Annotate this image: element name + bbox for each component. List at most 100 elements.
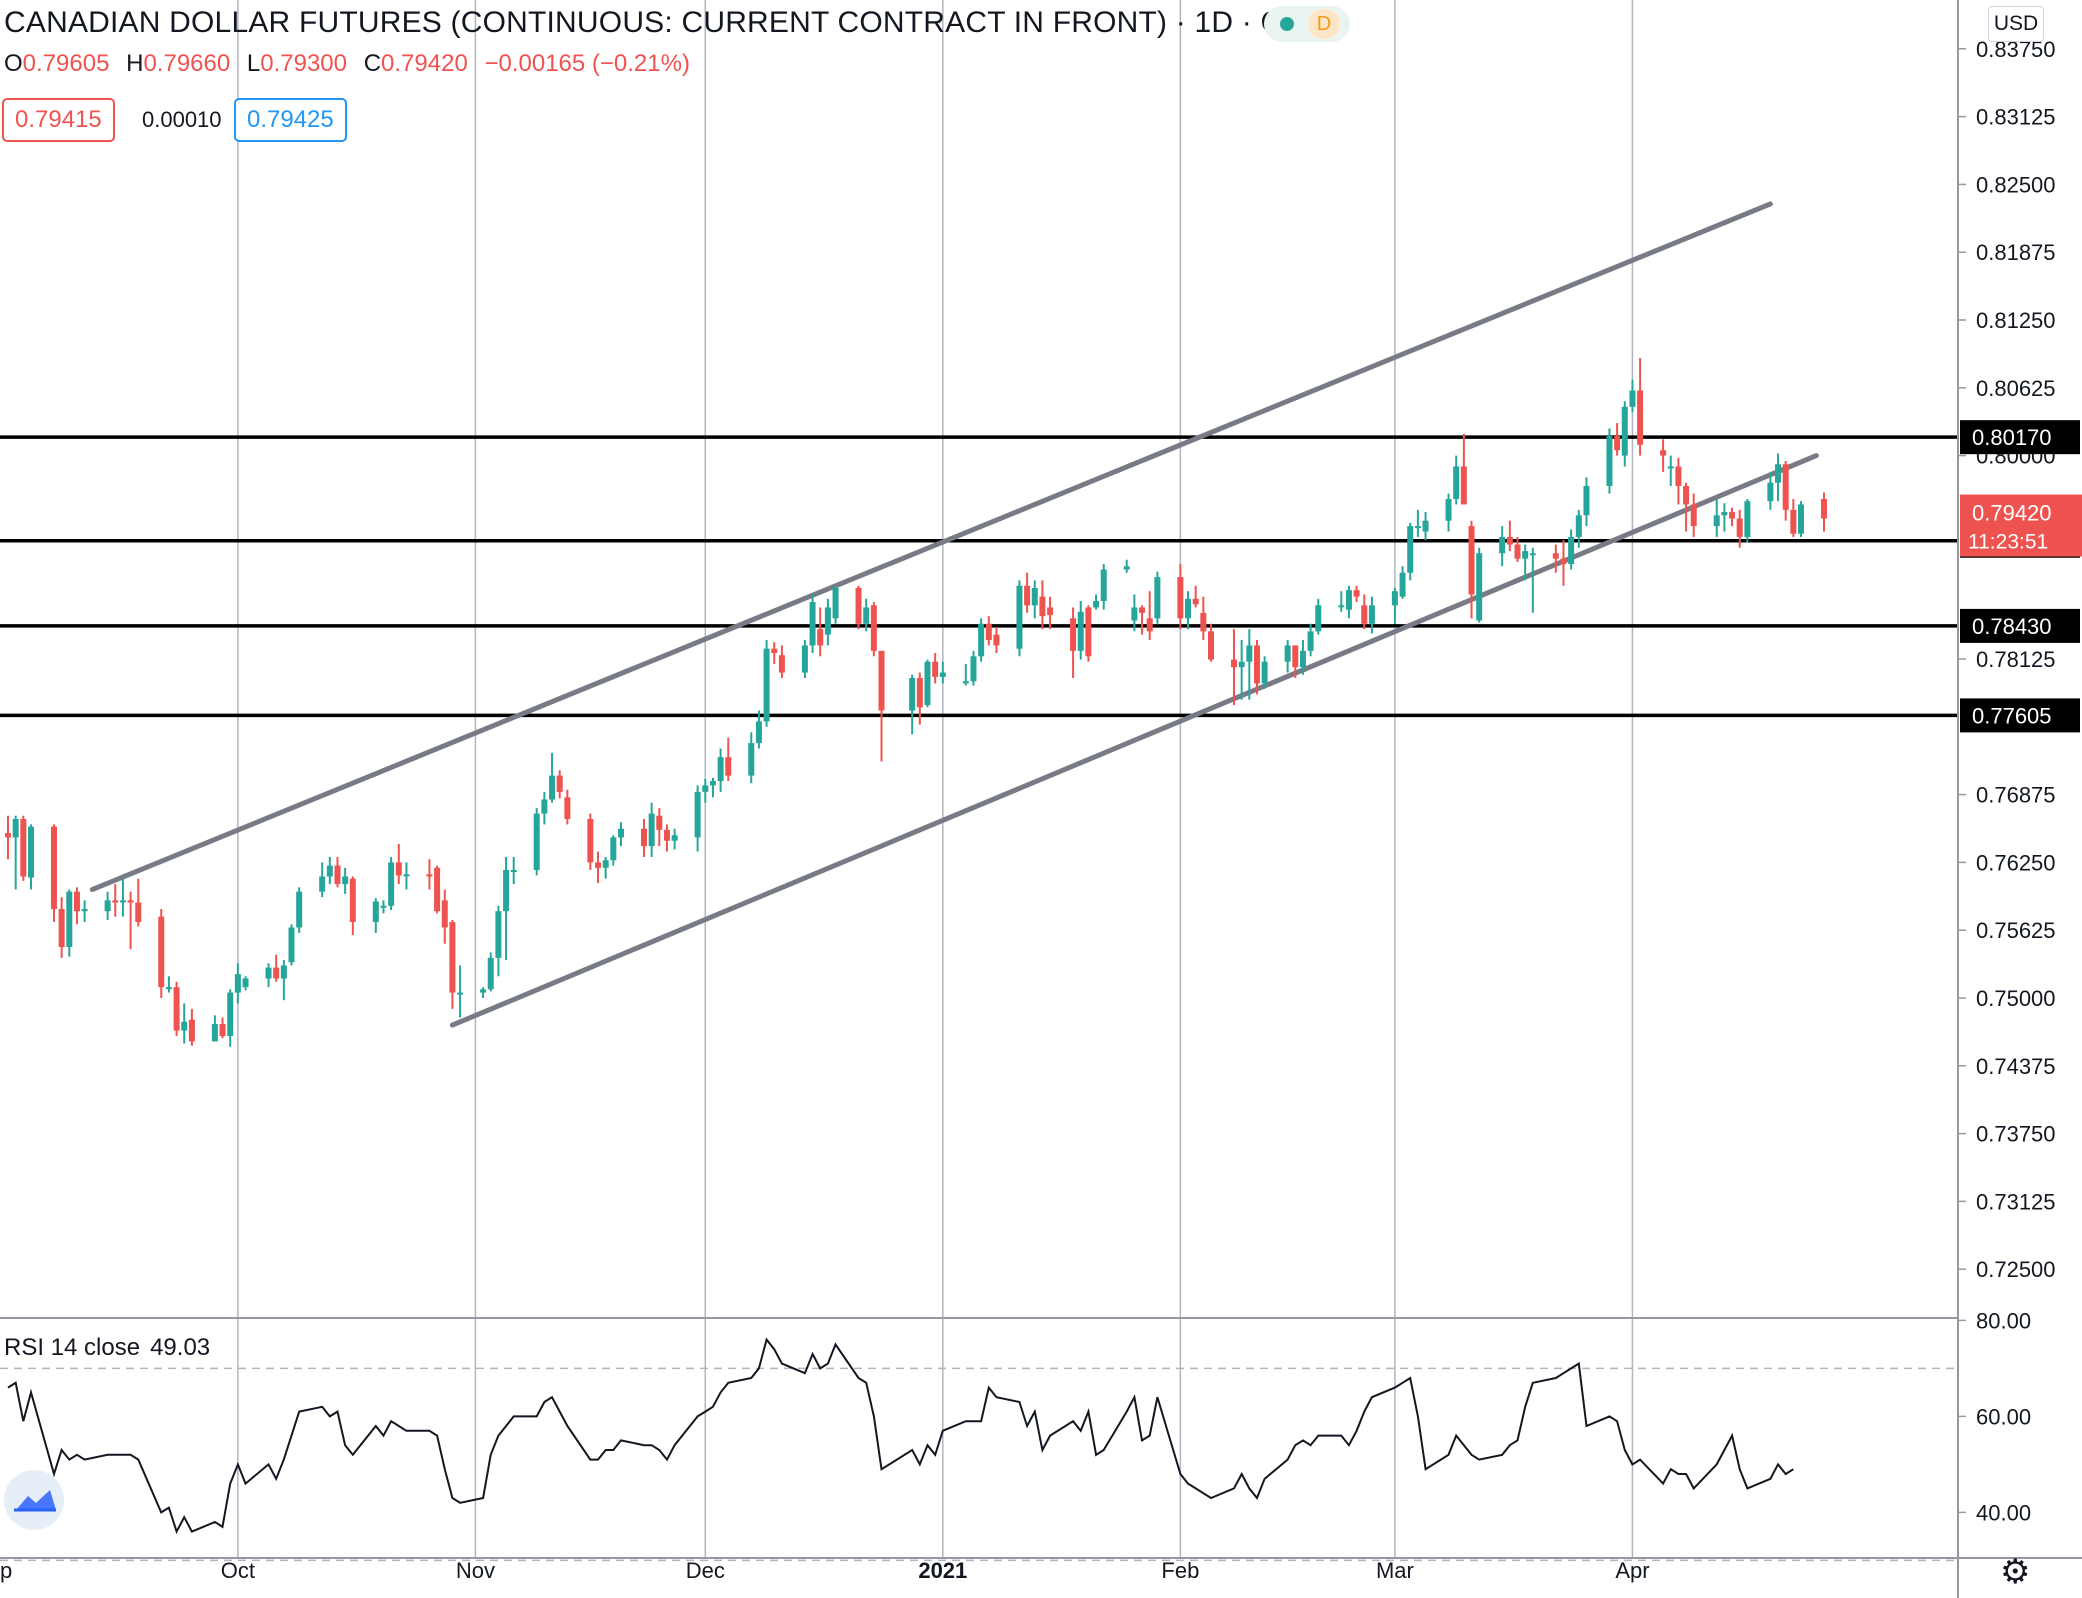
settings-gear-icon[interactable]: ⚙ (2000, 1553, 2031, 1591)
candle-body (403, 874, 410, 877)
candle-body (656, 815, 663, 830)
candle-body (1200, 612, 1207, 632)
candle-body (12, 819, 19, 838)
price-tick-label: 0.72500 (1976, 1257, 2056, 1282)
open-value: 0.79605 (22, 50, 110, 77)
candle-body (1660, 450, 1667, 456)
candle-body (1123, 566, 1130, 570)
candle-body (832, 587, 839, 619)
bar-countdown-label: 11:23:51 (1968, 531, 2048, 554)
candle-body (1506, 536, 1513, 545)
candle-body (495, 911, 502, 958)
candle-body (878, 650, 885, 711)
high-key: H (126, 50, 144, 77)
candle-body (1246, 645, 1253, 662)
price-tick-label: 0.83125 (1976, 105, 2056, 130)
price-tick-label: 0.76875 (1976, 783, 2056, 808)
candle-body (1353, 590, 1360, 597)
candle-body (426, 874, 433, 877)
candle-body (135, 902, 142, 923)
candle-body (1767, 482, 1774, 502)
candle-body (587, 819, 594, 863)
candle-body (487, 957, 494, 990)
candle-body (188, 1019, 195, 1042)
candle-body (863, 607, 870, 624)
candle-body (1782, 464, 1789, 510)
candle-body (1131, 607, 1138, 621)
tradingview-logo-icon[interactable] (4, 1470, 64, 1530)
candle-body (909, 677, 916, 711)
price-tick-label: 0.80625 (1976, 376, 2056, 401)
candle-body (1568, 536, 1575, 565)
candle-body (395, 862, 402, 876)
candle-body (809, 602, 816, 646)
price-tick-label: 0.81250 (1976, 308, 2056, 333)
candle-body (503, 869, 510, 912)
market-status-pill[interactable]: D (1264, 6, 1350, 42)
sell-price-button[interactable]: 0.79415 (2, 98, 115, 142)
candle-body (273, 967, 280, 979)
candle-body (962, 681, 969, 684)
candle-body (1560, 558, 1567, 565)
candle-body (533, 813, 540, 870)
candle-body (1575, 515, 1582, 537)
candle-body (1230, 659, 1237, 668)
price-tick-label: 0.76250 (1976, 850, 2056, 875)
candle-body (1713, 515, 1720, 527)
candle-body (694, 791, 701, 838)
candle-body (119, 900, 126, 903)
candle-body (1453, 466, 1460, 499)
buy-price-button[interactable]: 0.79425 (234, 98, 347, 142)
candle-body (1284, 645, 1291, 662)
candle-body (457, 992, 464, 995)
candle-body (73, 891, 80, 912)
candle-body (1621, 406, 1628, 456)
candle-body (219, 1024, 226, 1036)
candle-body (441, 900, 448, 928)
rsi-tick-label: 80.00 (1976, 1308, 2031, 1333)
candle-body (1445, 498, 1452, 521)
candle-body (211, 1024, 218, 1042)
candle-body (1208, 631, 1215, 660)
rsi-tick-label: 60.00 (1976, 1404, 2031, 1429)
candle-body (1460, 466, 1467, 505)
candle-body (1315, 605, 1322, 632)
candle-body (763, 648, 770, 722)
candle-body (127, 900, 134, 903)
candle-body (173, 987, 180, 1031)
candle-body (640, 828, 647, 847)
time-axis-label: Oct (221, 1558, 255, 1583)
candle-body (1085, 607, 1092, 657)
candle-body (610, 837, 617, 861)
rsi-legend[interactable]: RSI 14 close 49.03 (4, 1334, 210, 1362)
channel-lower-line (449, 453, 1819, 1028)
candle-body (1307, 631, 1314, 651)
candle-body (1821, 498, 1827, 519)
candle-body (326, 865, 333, 877)
candle-body (1721, 512, 1728, 516)
candle-body (288, 927, 295, 963)
candle-body (1683, 485, 1690, 505)
candle-body (916, 677, 923, 708)
currency-button[interactable]: USD (1988, 6, 2044, 42)
candle-body (1292, 645, 1299, 668)
price-tick-label: 0.73750 (1976, 1122, 2056, 1147)
candle-body (1606, 436, 1613, 486)
candle-body (1637, 390, 1644, 445)
candle-body (1399, 572, 1406, 597)
interval-badge[interactable]: D (1308, 9, 1340, 39)
channel-upper-line (89, 201, 1773, 893)
grid-lines (237, 0, 1634, 1558)
rsi-value: 49.03 (150, 1334, 211, 1361)
candle-body (1039, 596, 1046, 617)
candle-body (755, 721, 762, 744)
candle-body (1744, 501, 1751, 537)
rsi-series (0, 1337, 1958, 1562)
time-axis-label: Mar (1376, 1558, 1414, 1583)
rsi-label: RSI 14 close (4, 1334, 141, 1361)
candle-body (978, 623, 985, 657)
candle-body (296, 891, 303, 928)
candle-body (1499, 536, 1506, 554)
